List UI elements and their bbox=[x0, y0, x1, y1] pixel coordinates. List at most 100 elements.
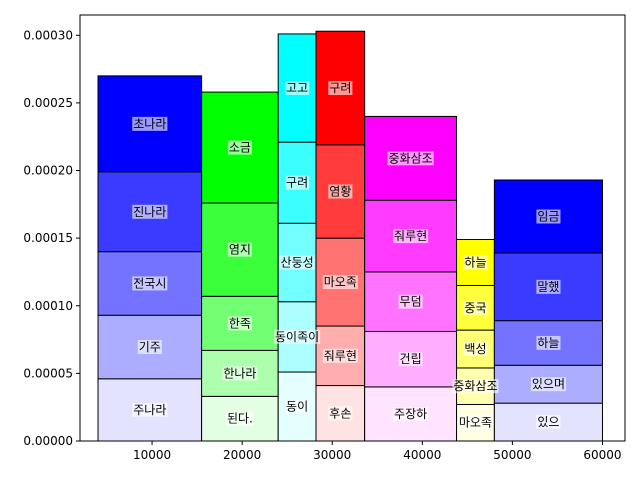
segment-label-background bbox=[536, 279, 561, 294]
segment-label-text: 건립 bbox=[400, 352, 422, 366]
segment-label-text: 한나라 bbox=[223, 366, 256, 380]
segment-label: 건립 bbox=[398, 352, 423, 367]
segment-label: 한나라 bbox=[222, 366, 258, 381]
segment-label-background bbox=[137, 340, 162, 355]
segment-label: 주나라 bbox=[132, 402, 168, 417]
segment-label: 중화삼조 bbox=[452, 379, 499, 394]
segment-label-background bbox=[274, 329, 321, 344]
segment-label-text: 백성 bbox=[464, 342, 486, 356]
segment-label-background bbox=[393, 406, 429, 421]
segment-label-text: 하늘 bbox=[464, 255, 486, 269]
segment-label: 후손 bbox=[328, 406, 353, 421]
segment-label: 주장하 bbox=[393, 406, 429, 421]
segment-label-background bbox=[285, 175, 310, 190]
segment-label: 백성 bbox=[463, 342, 488, 357]
segment-label-background bbox=[132, 116, 168, 131]
segment-label-background bbox=[536, 335, 561, 350]
segment-label: 진나라 bbox=[132, 204, 168, 219]
segment-label: 동이 bbox=[285, 399, 310, 414]
bar-segment bbox=[493, 252, 603, 322]
segment-label-text: 주나라 bbox=[133, 403, 166, 417]
segment-label-background bbox=[322, 348, 358, 363]
segment-label: 줘루현 bbox=[322, 348, 358, 363]
segment-label-background bbox=[132, 204, 168, 219]
segment-label-background bbox=[279, 255, 315, 270]
segment-label-background bbox=[457, 415, 494, 430]
segment-label-text: 된다. bbox=[227, 412, 253, 426]
segment-label: 중국 bbox=[463, 300, 488, 315]
y-tick-label: 0.00030 bbox=[23, 28, 73, 42]
segment-label-background bbox=[387, 151, 434, 166]
segment-label-text: 무덤 bbox=[400, 295, 422, 309]
segment-label: 산둥성 bbox=[279, 255, 315, 270]
segment-label-background bbox=[536, 415, 561, 430]
segment-label-text: 주장하 bbox=[394, 407, 427, 421]
x-tick-label: 40000 bbox=[403, 448, 441, 462]
segment-label-text: 동이족이 bbox=[275, 330, 319, 344]
segment-label: 전국시 bbox=[132, 276, 168, 291]
segment-label-background bbox=[452, 379, 499, 394]
segment-label-background bbox=[132, 276, 168, 291]
x-tick-label: 10000 bbox=[133, 448, 171, 462]
x-tick-label: 60000 bbox=[583, 448, 621, 462]
y-tick-label: 0.00015 bbox=[23, 231, 73, 245]
bar-layer bbox=[97, 30, 603, 442]
y-tick-label: 0.00025 bbox=[23, 96, 73, 110]
segment-label-text: 초나라 bbox=[133, 117, 166, 131]
segment-label: 구려 bbox=[285, 175, 310, 190]
segment-label-background bbox=[328, 81, 353, 96]
segment-label-background bbox=[393, 229, 429, 244]
segment-label: 동이족이 bbox=[274, 329, 321, 344]
segment-label-text: 있으 bbox=[537, 415, 559, 429]
y-tick-label: 0.00010 bbox=[23, 299, 73, 313]
segment-label-text: 고고 bbox=[286, 81, 308, 95]
segment-label-text: 후손 bbox=[329, 406, 351, 420]
x-tick-label: 50000 bbox=[493, 448, 531, 462]
segment-label-background bbox=[463, 255, 488, 270]
segment-label-background bbox=[328, 184, 353, 199]
segment-label: 임금 bbox=[536, 209, 561, 224]
segment-label-text: 마오족 bbox=[459, 416, 492, 430]
segment-label-background bbox=[285, 399, 310, 414]
segment-label-background bbox=[322, 275, 358, 290]
y-axis: 0.00000 0.00005 0.00010 0.00015 0.00020 0.000… bbox=[23, 28, 80, 448]
segment-label: 마오족 bbox=[322, 275, 358, 290]
segment-label: 고고 bbox=[285, 81, 310, 96]
segment-label-text: 전국시 bbox=[133, 276, 166, 290]
segment-label-background bbox=[225, 411, 254, 426]
segment-label-text: 임금 bbox=[537, 210, 559, 224]
segment-label-text: 산둥성 bbox=[281, 255, 314, 269]
segment-label-text: 구려 bbox=[286, 176, 308, 190]
segment-label-text: 진나라 bbox=[133, 205, 166, 219]
segment-label: 기주 bbox=[137, 340, 162, 355]
segment-label: 하늘 bbox=[536, 335, 561, 350]
y-tick-label: 0.00020 bbox=[23, 164, 73, 178]
segment-label-background bbox=[227, 140, 252, 155]
segment-label-background bbox=[328, 406, 353, 421]
segment-label-background bbox=[398, 352, 423, 367]
segment-label-text: 한족 bbox=[229, 316, 251, 330]
segment-label-text: 중화삼조 bbox=[389, 151, 433, 165]
segment-label: 마오족 bbox=[457, 415, 494, 430]
segment-label: 무덤 bbox=[398, 294, 423, 309]
segment-label: 하늘 bbox=[463, 255, 488, 270]
x-tick-label: 30000 bbox=[313, 448, 351, 462]
segment-label-text: 염지 bbox=[229, 243, 251, 257]
segment-label: 중화삼조 bbox=[387, 151, 434, 166]
y-tick-label: 0.00000 bbox=[23, 434, 73, 448]
segment-label: 초나라 bbox=[132, 116, 168, 131]
segment-label-text: 동이 bbox=[286, 400, 308, 414]
segment-label-background bbox=[227, 316, 252, 331]
segment-label: 한족 bbox=[227, 316, 252, 331]
segment-label-background bbox=[536, 209, 561, 224]
segment-label: 말했 bbox=[536, 279, 561, 294]
segment-label-text: 구려 bbox=[329, 81, 351, 95]
segment-label: 구려 bbox=[328, 81, 353, 96]
segment-label: 염황 bbox=[328, 184, 353, 199]
segment-label-background bbox=[285, 81, 310, 96]
segment-label-background bbox=[132, 402, 168, 417]
segment-label-text: 말했 bbox=[537, 280, 559, 294]
plot-frame bbox=[79, 14, 626, 442]
